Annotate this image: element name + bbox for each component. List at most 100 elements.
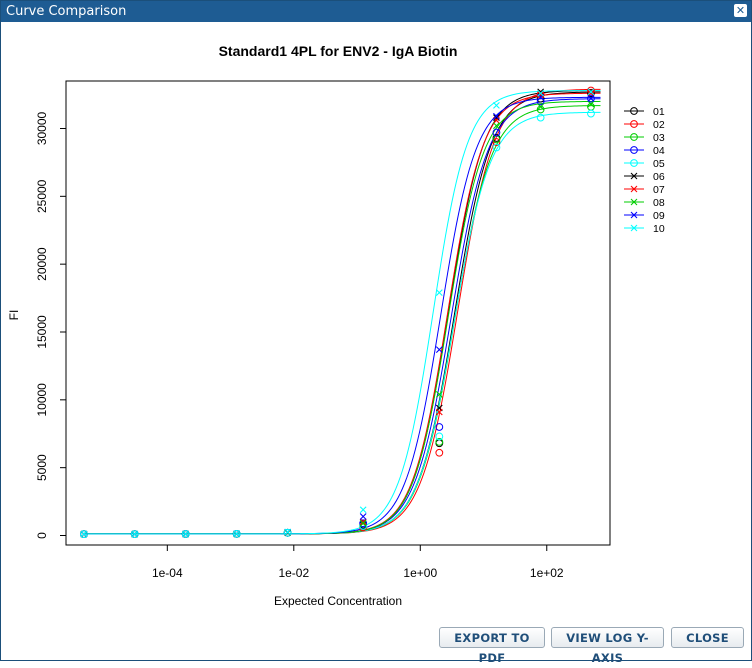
point-05 <box>536 113 545 122</box>
point-05 <box>283 528 292 537</box>
y-axis-label: FI <box>7 310 21 321</box>
point-08 <box>537 103 545 111</box>
window-titlebar[interactable]: Curve Comparison ✕ <box>1 1 751 22</box>
y-tick-label: 5000 <box>35 454 49 481</box>
y-tick-label: 25000 <box>35 179 49 213</box>
point-09 <box>435 346 443 354</box>
point-08 <box>435 391 443 398</box>
point-10 <box>80 530 88 538</box>
legend-marker-10 <box>630 224 638 232</box>
point-05 <box>130 530 139 539</box>
x-tick-label: 1e+00 <box>403 566 437 580</box>
curve-01 <box>83 91 601 535</box>
curve-09 <box>83 96 601 535</box>
legend-marker-04 <box>630 146 638 154</box>
chart-title: Standard1 4PL for ENV2 - IgA Biotin <box>219 43 458 59</box>
curve-02 <box>83 88 601 535</box>
legend-marker-01 <box>630 107 638 115</box>
point-05 <box>232 529 241 538</box>
point-09 <box>493 112 500 120</box>
point-08 <box>493 122 500 130</box>
point-03 <box>435 437 444 446</box>
curve-08 <box>83 100 601 535</box>
point-04 <box>587 94 595 103</box>
curve-06 <box>83 90 601 535</box>
point-07 <box>359 518 367 526</box>
legend-label-04: 04 <box>653 145 665 157</box>
point-01 <box>587 89 595 98</box>
legend-label-07: 07 <box>653 184 665 196</box>
legend-label-08: 08 <box>653 197 665 209</box>
point-04 <box>492 128 501 137</box>
legend-marker-02 <box>630 120 638 128</box>
point-10 <box>537 89 545 97</box>
y-tick-label: 10000 <box>35 383 49 417</box>
point-05 <box>435 432 444 441</box>
legend-marker-08 <box>630 198 638 206</box>
legend-label-03: 03 <box>653 132 665 144</box>
point-10 <box>284 528 292 536</box>
curve-03 <box>83 105 601 535</box>
point-05 <box>181 530 190 538</box>
plot-frame <box>65 80 611 546</box>
point-10 <box>587 88 595 96</box>
curve-10 <box>83 90 601 535</box>
view-log-y-axis-button[interactable]: VIEW LOG Y-AXIS <box>551 627 664 665</box>
point-10 <box>493 102 500 109</box>
curve-05 <box>83 111 601 535</box>
data-points <box>80 86 595 539</box>
close-button[interactable]: CLOSE <box>671 627 744 648</box>
curve-07 <box>83 92 601 535</box>
x-axis-label: Expected Concentration <box>274 594 402 608</box>
x-tick-label: 1e-02 <box>278 566 309 580</box>
legend-label-09: 09 <box>653 210 665 222</box>
point-07 <box>537 91 545 98</box>
point-02 <box>435 448 444 457</box>
legend-label-10: 10 <box>653 223 665 235</box>
x-axis: 1e-04 1e-02 1e+00 1e+02 <box>152 545 564 580</box>
legend-label-01: 01 <box>653 106 665 118</box>
point-09 <box>587 95 595 103</box>
legend-label-06: 06 <box>653 171 665 183</box>
point-07 <box>435 408 443 416</box>
y-tick-label: 30000 <box>35 111 49 145</box>
point-06 <box>537 88 545 96</box>
point-10 <box>131 530 139 538</box>
point-04 <box>435 423 444 431</box>
export-pdf-button[interactable]: EXPORT TO PDF <box>439 627 545 665</box>
x-tick-label: 1e+02 <box>530 566 564 580</box>
point-10 <box>435 289 443 297</box>
point-10 <box>182 530 190 538</box>
point-08 <box>587 100 595 108</box>
point-10 <box>233 530 241 538</box>
window-title: Curve Comparison <box>6 4 127 19</box>
fitted-curves <box>83 88 601 535</box>
y-axis: 0 5000 10000 15000 20000 25000 30000 <box>35 111 66 539</box>
point-02 <box>492 138 501 146</box>
y-tick-label: 15000 <box>35 315 49 349</box>
legend-marker-05 <box>630 159 638 167</box>
legend-marker-07 <box>630 185 638 193</box>
point-04 <box>359 519 368 528</box>
y-tick-label: 20000 <box>35 247 49 281</box>
point-05 <box>80 530 88 539</box>
y-tick-label: 0 <box>35 532 49 539</box>
curve-04 <box>83 98 601 535</box>
legend-marker-09 <box>630 211 638 219</box>
point-07 <box>587 89 595 97</box>
point-08 <box>359 519 367 527</box>
legend-label-05: 05 <box>653 158 665 170</box>
point-05 <box>492 143 501 152</box>
point-10 <box>359 506 367 514</box>
close-icon[interactable]: ✕ <box>734 4 747 17</box>
legend-marker-03 <box>630 133 638 141</box>
point-09 <box>359 513 367 520</box>
curve-chart: Standard1 4PL for ENV2 - IgA Biotin 0500… <box>7 43 665 608</box>
legend-marker-06 <box>630 172 638 180</box>
point-06 <box>493 114 500 122</box>
point-05 <box>587 109 595 118</box>
x-tick-label: 1e-04 <box>152 566 183 580</box>
legend-label-02: 02 <box>653 119 665 131</box>
